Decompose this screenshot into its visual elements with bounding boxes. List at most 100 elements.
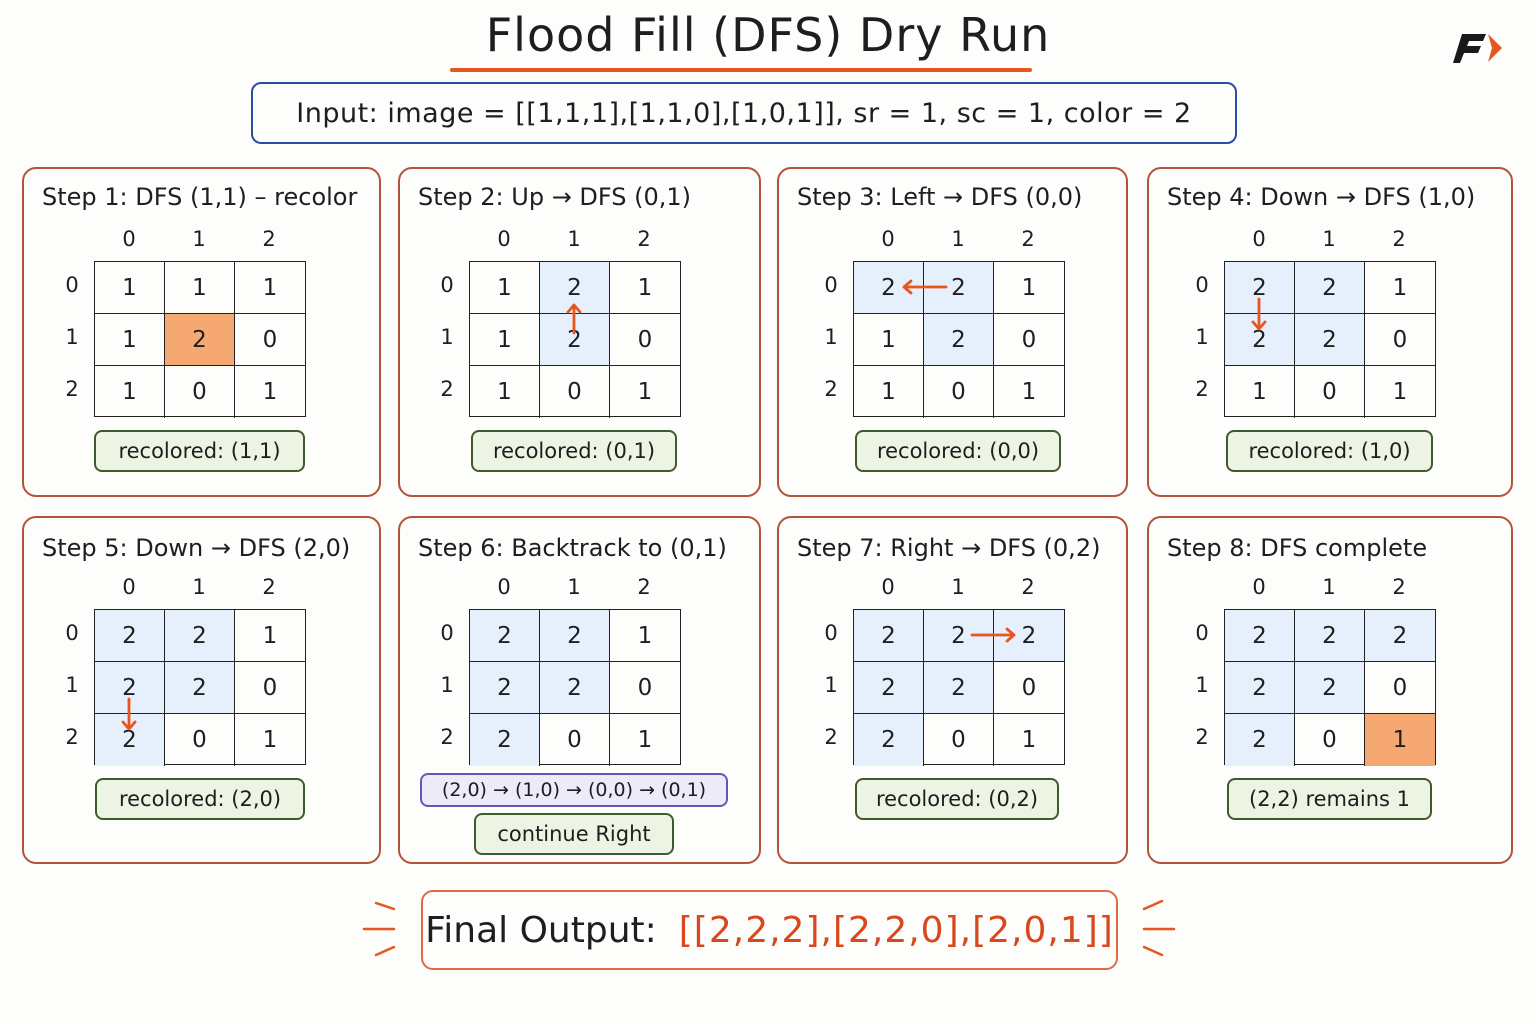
grid-cell: 2 bbox=[165, 610, 235, 662]
row-header: 0 bbox=[1195, 273, 1209, 297]
row-header: 1 bbox=[440, 673, 454, 697]
step-panel-4: Step 4: Down → DFS (1,0) 0 1 2 0 1 2 2 2 1 2 2 0 1 0 1 r… bbox=[1147, 167, 1513, 497]
grid-cell: 2 bbox=[1295, 314, 1365, 366]
grid-cell: 0 bbox=[1295, 366, 1365, 418]
row-header: 1 bbox=[440, 325, 454, 349]
step-panel-8: Step 8: DFS complete 0 1 2 0 1 2 2 2 2 2 2 0 2 0 1 (2,2)… bbox=[1147, 516, 1513, 864]
final-output-value: [[2,2,2],[2,2,0],[2,0,1]] bbox=[678, 909, 1114, 951]
grid-cell: 1 bbox=[95, 262, 165, 314]
grid-cell: 1 bbox=[470, 314, 540, 366]
input-box: Input: image = [[1,1,1],[1,1,0],[1,0,1]]… bbox=[251, 82, 1237, 144]
column-header: 1 bbox=[567, 575, 581, 599]
grid-cell: 2 bbox=[854, 662, 924, 714]
step-note: recolored: (2,0) bbox=[95, 778, 305, 820]
row-header: 2 bbox=[1195, 725, 1209, 749]
grid-cell: 1 bbox=[1021, 379, 1037, 405]
row-header: 0 bbox=[65, 273, 79, 297]
column-header: 2 bbox=[1392, 227, 1406, 251]
column-header: 2 bbox=[637, 575, 651, 599]
grid-cell: 2 bbox=[994, 610, 1064, 662]
row-header: 2 bbox=[440, 377, 454, 401]
grid-cell: 0 bbox=[924, 714, 994, 766]
grid-cell: 2 bbox=[924, 610, 994, 662]
column-header: 2 bbox=[1392, 575, 1406, 599]
grid-cell: 2 bbox=[470, 610, 540, 662]
grid-cell: 2 bbox=[854, 610, 924, 662]
grid-cell: 2 bbox=[854, 714, 924, 766]
grid-cell: 0 bbox=[994, 662, 1064, 714]
step-title: Step 5: Down → DFS (2,0) bbox=[42, 534, 351, 562]
row-header: 1 bbox=[65, 325, 79, 349]
row-header: 0 bbox=[824, 273, 838, 297]
column-header: 1 bbox=[192, 575, 206, 599]
grid-cell: 2 bbox=[470, 662, 540, 714]
step-note: continue Right bbox=[474, 813, 674, 855]
grid-cell: 2 bbox=[1295, 610, 1365, 662]
step-note: recolored: (1,1) bbox=[94, 430, 305, 472]
step-note: recolored: (0,1) bbox=[471, 430, 677, 472]
grid-cell: 2 bbox=[540, 262, 610, 314]
grid-cell: 2 bbox=[540, 314, 610, 366]
grid-cell: 1 bbox=[165, 262, 235, 314]
column-header: 1 bbox=[1322, 575, 1336, 599]
grid-cell: 0 bbox=[235, 314, 305, 366]
grid-cell: 1 bbox=[1365, 714, 1435, 766]
row-header: 0 bbox=[824, 621, 838, 645]
grid-cell: 2 bbox=[1365, 610, 1435, 662]
final-output-label: Final Output: bbox=[425, 909, 657, 951]
grid-cell: 0 bbox=[235, 662, 305, 714]
step-title: Step 3: Left → DFS (0,0) bbox=[797, 183, 1083, 211]
step-note: (2,2) remains 1 bbox=[1227, 778, 1432, 820]
column-header: 2 bbox=[262, 227, 276, 251]
grid-cell: 2 bbox=[1225, 314, 1295, 366]
grid-cell: 0 bbox=[994, 314, 1064, 366]
grid-cell: 2 bbox=[540, 610, 610, 662]
grid-cell: 0 bbox=[1295, 714, 1365, 766]
page-title: Flood Fill (DFS) Dry Run bbox=[485, 8, 1051, 62]
grid-cell: 2 bbox=[1225, 714, 1295, 766]
row-header: 1 bbox=[824, 673, 838, 697]
column-header: 0 bbox=[122, 227, 136, 251]
column-header: 1 bbox=[1322, 227, 1336, 251]
step-note: recolored: (0,0) bbox=[855, 430, 1061, 472]
step-title: Step 2: Up → DFS (0,1) bbox=[418, 183, 692, 211]
grid-cell: 1 bbox=[95, 366, 165, 418]
row-header: 1 bbox=[1195, 673, 1209, 697]
step-title: Step 8: DFS complete bbox=[1167, 534, 1428, 562]
grid-cell: 1 bbox=[1392, 379, 1408, 405]
column-header: 0 bbox=[1252, 227, 1266, 251]
right-emphasis-lines bbox=[1142, 899, 1176, 957]
row-header: 0 bbox=[440, 621, 454, 645]
grid-cell: 1 bbox=[470, 262, 540, 314]
column-header: 2 bbox=[1021, 575, 1035, 599]
final-output-box: Final Output: [[2,2,2],[2,2,0],[2,0,1]] bbox=[421, 890, 1118, 970]
grid-cell: 1 bbox=[994, 262, 1064, 314]
column-header: 2 bbox=[1021, 227, 1035, 251]
grid-cell: 1 bbox=[610, 262, 680, 314]
grid-cell: 0 bbox=[165, 714, 235, 766]
row-header: 2 bbox=[1195, 377, 1209, 401]
grid-cell: 2 bbox=[165, 314, 235, 366]
grid-cell: 0 bbox=[610, 314, 680, 366]
row-header: 2 bbox=[65, 725, 79, 749]
grid-cell: 0 bbox=[924, 366, 994, 418]
row-header: 1 bbox=[824, 325, 838, 349]
row-header: 2 bbox=[440, 725, 454, 749]
row-header: 2 bbox=[65, 377, 79, 401]
grid-cell: 0 bbox=[1365, 662, 1435, 714]
column-header: 1 bbox=[951, 227, 965, 251]
step-panel-5: Step 5: Down → DFS (2,0) 0 1 2 0 1 2 2 2 1 2 2 0 2 0 1 r… bbox=[22, 516, 381, 864]
step-panel-6: Step 6: Backtrack to (0,1) 0 1 2 0 1 2 2 2 1 2 2 0 2 0… bbox=[398, 516, 761, 864]
row-header: 0 bbox=[65, 621, 79, 645]
grid-cell: 2 bbox=[470, 714, 540, 766]
grid-cell: 1 bbox=[262, 379, 278, 405]
grid-cell: 2 bbox=[924, 662, 994, 714]
grid-cell: 2 bbox=[1225, 610, 1295, 662]
row-header: 1 bbox=[1195, 325, 1209, 349]
row-header: 0 bbox=[440, 273, 454, 297]
column-header: 0 bbox=[497, 575, 511, 599]
brand-logo bbox=[1453, 34, 1502, 63]
step-note: recolored: (1,0) bbox=[1226, 430, 1433, 472]
